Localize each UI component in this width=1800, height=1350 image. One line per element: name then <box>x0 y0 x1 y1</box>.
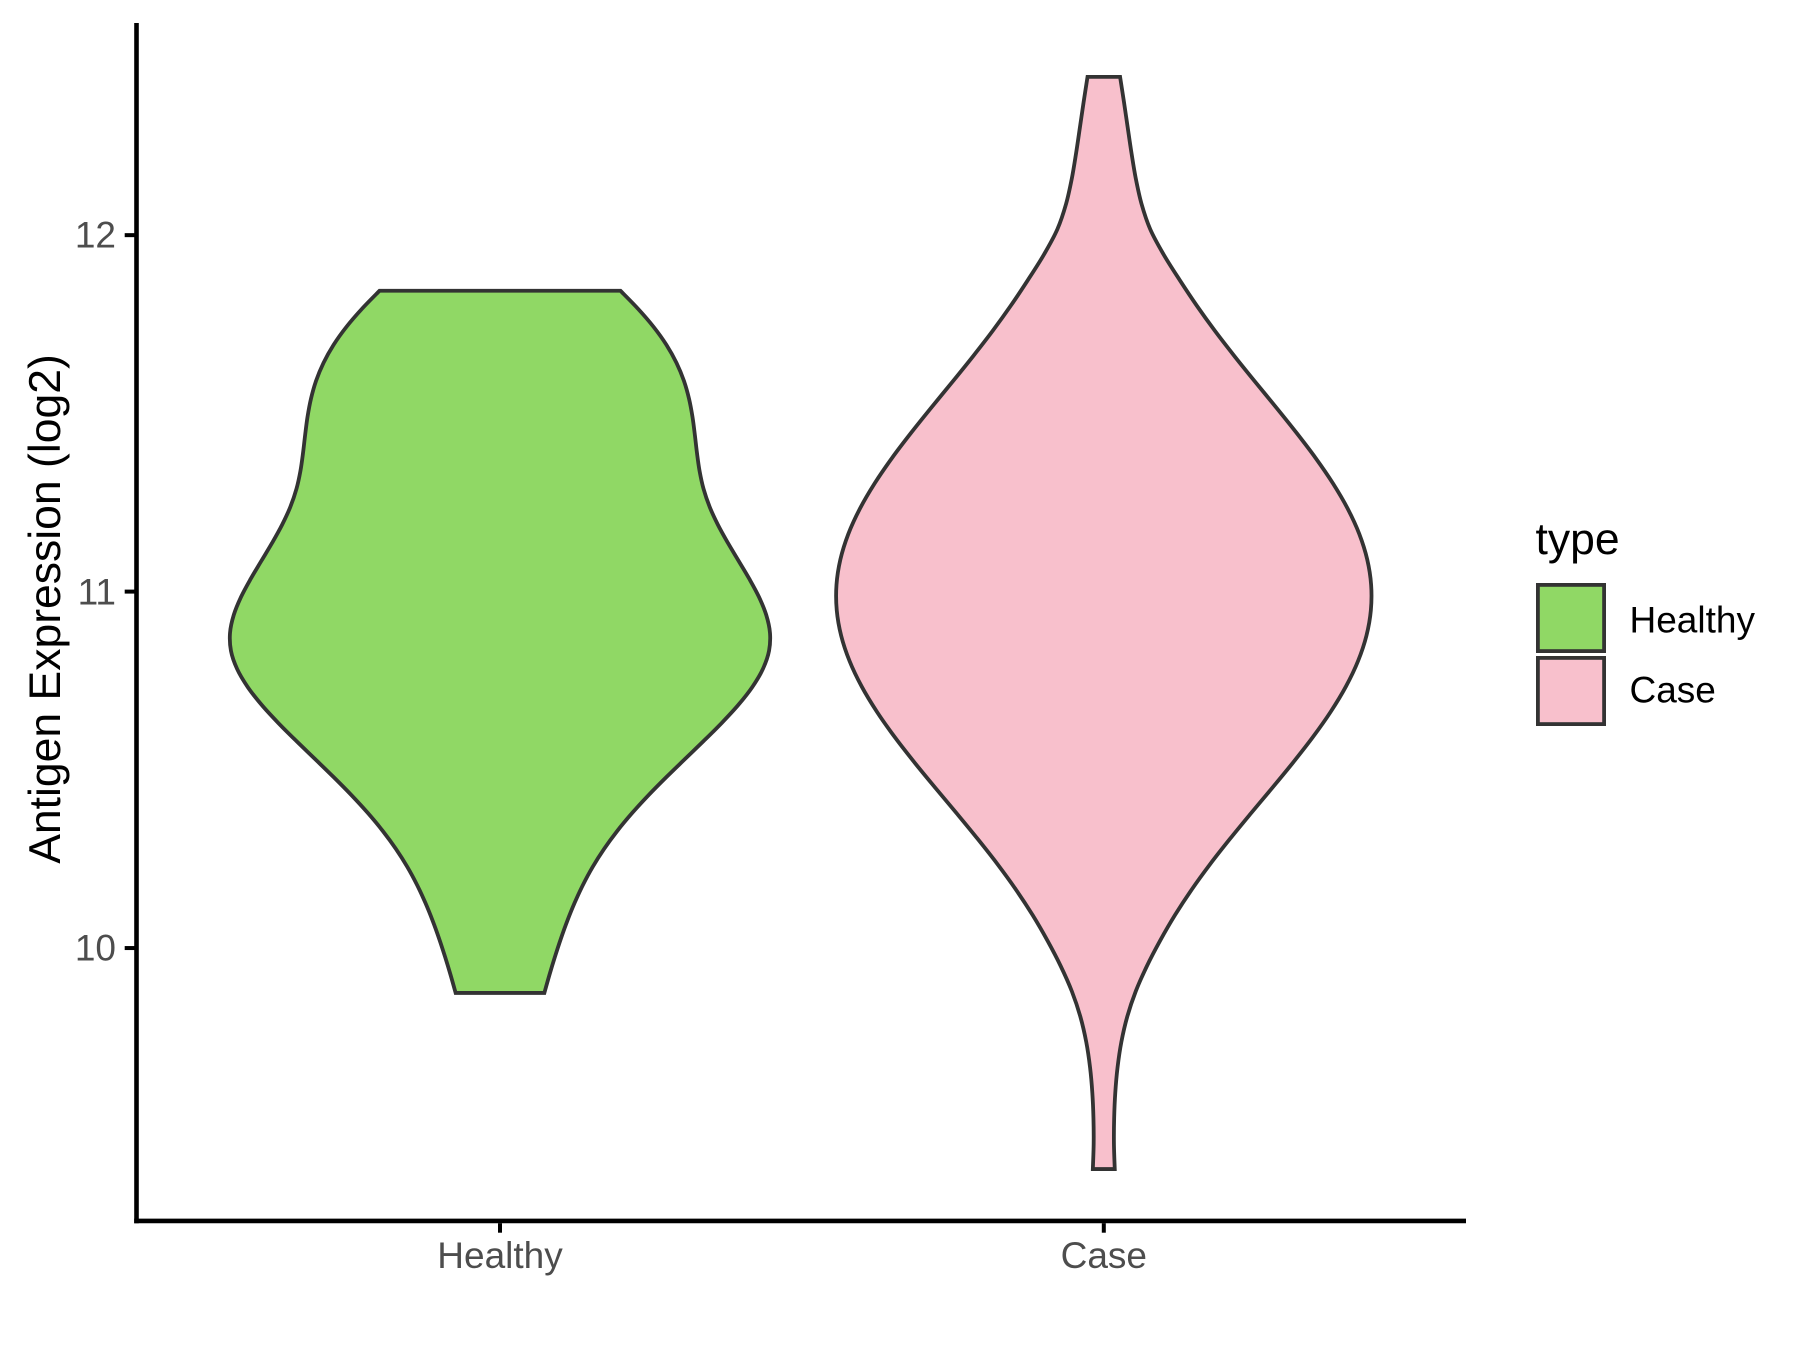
y-axis-title: Antigen Expression (log2) <box>20 353 70 864</box>
legend-label-case: Case <box>1629 669 1716 711</box>
axes <box>124 23 1466 1233</box>
violin-healthy <box>227 288 773 995</box>
legend-title: type <box>1535 514 1620 564</box>
violin-shapes <box>227 74 1374 1171</box>
y-tick-label-10: 10 <box>74 927 116 969</box>
legend-key-swatch-case <box>1536 655 1607 726</box>
x-category-label-healthy: Healthy <box>437 1235 563 1276</box>
legend-key-swatch-healthy <box>1536 582 1607 653</box>
y-tick-label-11: 11 <box>77 571 116 613</box>
legend-key-case <box>1536 655 1607 726</box>
violin-case <box>834 74 1374 1171</box>
x-category-label-case: Case <box>1060 1235 1147 1276</box>
legend-key-healthy <box>1536 582 1607 653</box>
legend-label-healthy: Healthy <box>1629 599 1755 640</box>
y-tick-label-12: 12 <box>74 214 116 256</box>
